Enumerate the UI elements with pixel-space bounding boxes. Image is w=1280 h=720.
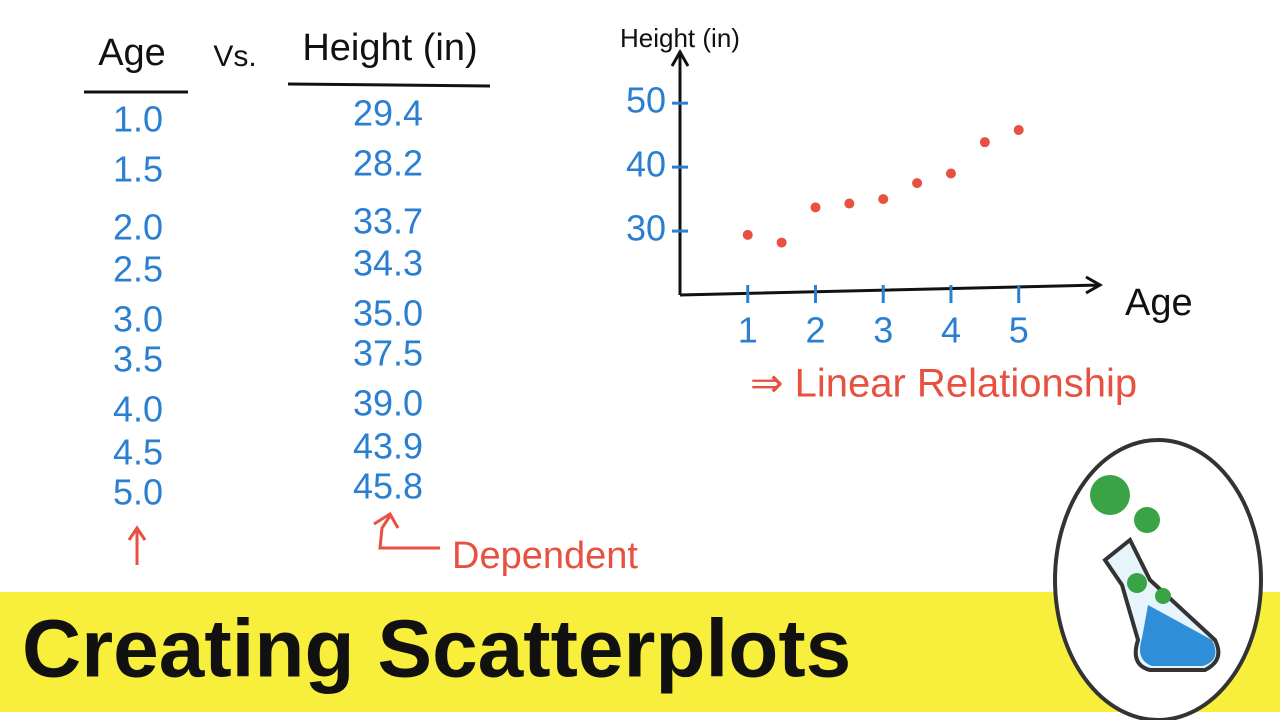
bubble	[1090, 475, 1130, 515]
age-cell: 3.5	[113, 339, 163, 380]
scatter-plot: Height (in) Age 30 40 50 1 2 3 4 5	[620, 23, 1193, 351]
height-cell: 28.2	[353, 143, 423, 184]
height-cell: 33.7	[353, 201, 423, 242]
liquid	[1139, 605, 1216, 666]
bubble	[1127, 573, 1147, 593]
point	[945, 168, 956, 179]
age-cell: 2.0	[113, 207, 163, 248]
arrow	[127, 525, 147, 565]
y-tick-label: 50	[626, 80, 666, 121]
banner-title: Creating Scatterplots	[22, 604, 851, 695]
underline	[287, 82, 491, 88]
age-cell: 1.0	[113, 99, 163, 140]
height-cell: 29.4	[353, 93, 423, 134]
dependent-label: Dependent	[452, 535, 638, 577]
point	[844, 198, 855, 209]
x-tick-label: 1	[738, 310, 758, 351]
height-cell: 35.0	[353, 293, 423, 334]
header-vs: Vs.	[213, 40, 256, 73]
y-tick-label: 40	[626, 144, 666, 185]
height-cell: 39.0	[353, 383, 423, 424]
point	[810, 202, 821, 213]
point	[979, 137, 990, 148]
logo	[1053, 438, 1263, 720]
y-tick-label: 30	[626, 208, 666, 249]
age-cell: 4.0	[113, 389, 163, 430]
x-tick-label: 2	[805, 310, 825, 351]
x-tick-label: 5	[1009, 310, 1029, 351]
age-cell: 3.0	[113, 299, 163, 340]
height-cell: 43.9	[353, 426, 423, 467]
age-cell: 2.5	[113, 249, 163, 290]
age-cell: 4.5	[113, 432, 163, 473]
age-cell: 1.5	[113, 149, 163, 190]
point	[912, 178, 923, 189]
bubble	[1155, 588, 1171, 604]
arrow	[373, 511, 440, 550]
y-axis	[670, 48, 690, 295]
relationship-label: ⇒ Linear Relationship	[750, 362, 1137, 406]
height-cell: 34.3	[353, 243, 423, 284]
x-axis-label: Age	[1125, 282, 1193, 324]
point	[878, 194, 889, 205]
height-cell: 45.8	[353, 466, 423, 507]
x-tick-label: 3	[873, 310, 893, 351]
header-height: Height (in)	[302, 27, 477, 69]
height-cell: 37.5	[353, 333, 423, 374]
x-axis	[679, 275, 1104, 297]
table-rows: 1.0 29.4 1.5 28.2 2.0 33.7 2.5 34.3 3.0 35.0 3.5 37…	[113, 93, 423, 513]
y-axis-label: Height (in)	[620, 23, 740, 53]
point	[776, 237, 787, 248]
bubble	[1134, 507, 1160, 533]
x-tick-label: 4	[941, 310, 961, 351]
logo-circle	[1053, 438, 1263, 720]
point	[742, 229, 753, 240]
header-age: Age	[98, 32, 166, 74]
age-cell: 5.0	[113, 472, 163, 513]
point	[1013, 125, 1024, 136]
